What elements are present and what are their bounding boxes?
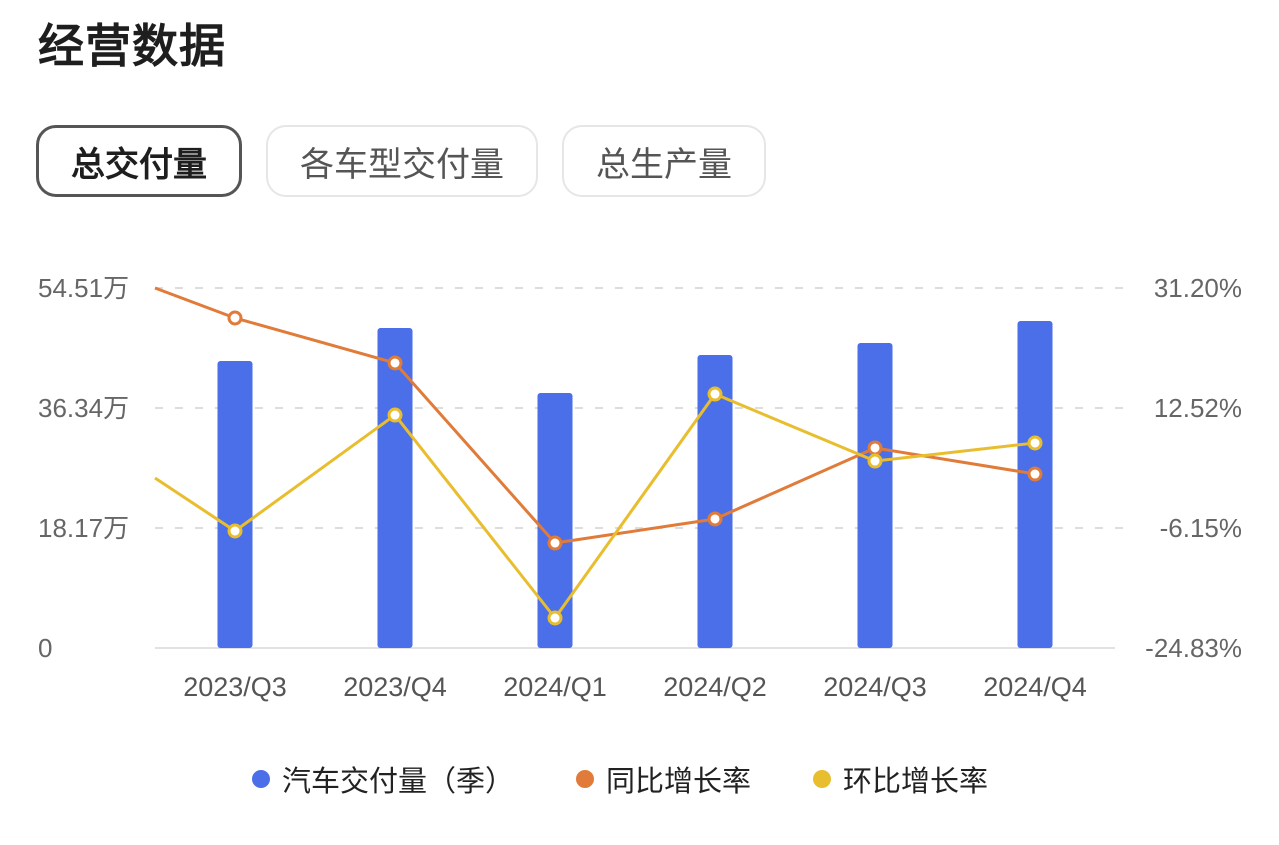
x-axis-labels: 2023/Q3 2023/Q4 2024/Q1 2024/Q2 2024/Q3 2024/… — [183, 672, 1087, 702]
bar[interactable] — [857, 343, 893, 648]
line-point[interactable] — [707, 386, 723, 402]
right-axis-ticks: -24.83% -6.15% 12.52% 31.20% — [1145, 273, 1242, 663]
legend-item-qoq[interactable]: 环比增长率 — [813, 758, 988, 800]
left-tick-label: 36.34万 — [38, 393, 129, 423]
legend-label: 环比增长率 — [843, 764, 989, 798]
line-path — [154, 392, 1036, 620]
line-point[interactable] — [1027, 466, 1043, 482]
x-tick-label: 2023/Q4 — [343, 672, 447, 702]
right-tick-label: -6.15% — [1160, 513, 1242, 543]
page-title: 经营数据 — [38, 19, 226, 73]
legend-dot-icon — [813, 770, 832, 788]
line-point[interactable] — [707, 511, 723, 527]
legend: 汽车交付量（季） 同比增长率 环比增长率 — [252, 758, 988, 800]
x-tick-label: 2023/Q3 — [183, 672, 287, 702]
legend-item-deliveries[interactable]: 汽车交付量（季） — [252, 758, 514, 800]
x-tick-label: 2024/Q1 — [503, 672, 607, 702]
left-axis-ticks: 0 18.17万 36.34万 54.51万 — [38, 273, 129, 663]
x-tick-label: 2024/Q3 — [823, 672, 927, 702]
line-point[interactable] — [547, 535, 563, 551]
tab-bar: 总交付量 各车型交付量 总生产量 — [36, 125, 766, 197]
right-tick-label: -24.83% — [1145, 633, 1242, 663]
left-tick-label: 18.17万 — [38, 513, 129, 543]
bar[interactable] — [217, 360, 253, 648]
line-point[interactable] — [227, 310, 243, 326]
bar-series — [217, 321, 1053, 648]
legend-label: 同比增长率 — [606, 764, 752, 798]
line-point[interactable] — [547, 610, 563, 626]
legend-label: 汽车交付量（季） — [282, 764, 515, 798]
line-point[interactable] — [1027, 435, 1043, 451]
gridlines — [155, 287, 1125, 649]
line-point[interactable] — [867, 440, 883, 456]
combo-chart: 0 18.17万 36.34万 54.51万 -24.83% -6.15% 12.52% 3… — [38, 273, 1242, 702]
right-tick-label: 31.20% — [1154, 273, 1242, 303]
tab-total-deliveries[interactable]: 总交付量 — [36, 125, 242, 197]
tab-deliveries-by-model[interactable]: 各车型交付量 — [266, 125, 538, 197]
line-point[interactable] — [227, 523, 243, 539]
bar[interactable] — [1017, 321, 1053, 648]
x-tick-label: 2024/Q2 — [663, 672, 767, 702]
line-path — [154, 286, 1036, 545]
left-tick-label: 54.51万 — [38, 273, 129, 303]
line-series — [154, 286, 1043, 626]
right-tick-label: 12.52% — [1154, 393, 1242, 423]
bar[interactable] — [697, 354, 733, 648]
x-tick-label: 2024/Q4 — [983, 672, 1087, 702]
legend-item-yoy[interactable]: 同比增长率 — [576, 758, 751, 800]
bar[interactable] — [377, 328, 413, 648]
legend-dot-icon — [252, 770, 270, 788]
left-tick-label: 0 — [38, 633, 52, 663]
line-point[interactable] — [387, 355, 403, 371]
bar[interactable] — [537, 393, 573, 648]
line-point[interactable] — [867, 453, 883, 469]
line-point[interactable] — [387, 407, 403, 423]
tab-total-production[interactable]: 总生产量 — [562, 125, 766, 197]
legend-dot-icon — [576, 770, 595, 788]
